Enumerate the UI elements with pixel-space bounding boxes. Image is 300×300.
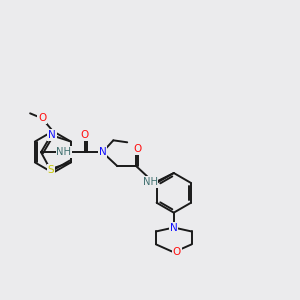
Text: N: N — [170, 223, 178, 232]
Text: S: S — [48, 165, 55, 175]
Text: O: O — [80, 130, 89, 140]
Text: NH: NH — [142, 177, 158, 187]
Text: O: O — [38, 113, 46, 123]
Text: N: N — [99, 147, 106, 157]
Text: O: O — [172, 247, 181, 257]
Text: NH: NH — [56, 147, 71, 157]
Text: O: O — [133, 144, 141, 154]
Text: N: N — [48, 130, 56, 140]
